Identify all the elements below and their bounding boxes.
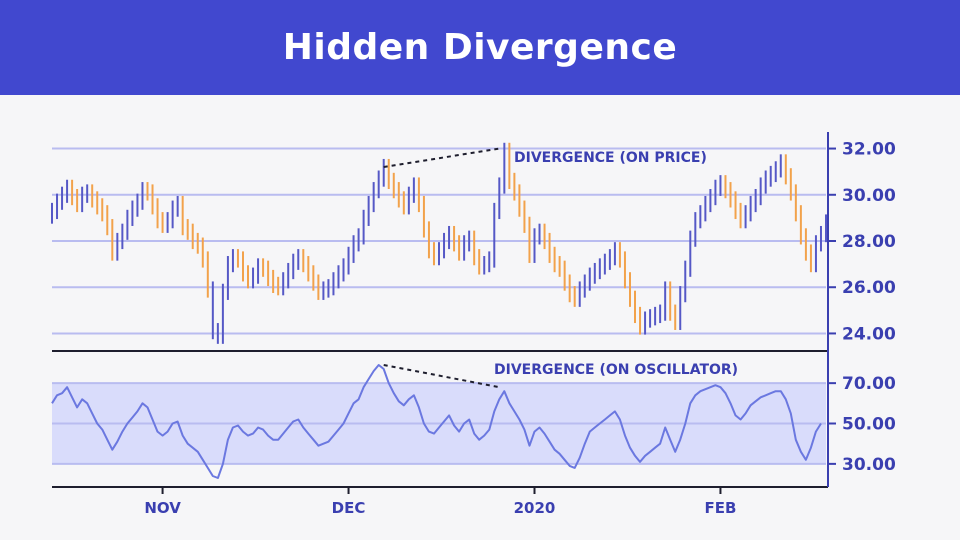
axes bbox=[52, 132, 836, 494]
price-ytick-label: 32.00 bbox=[842, 140, 896, 160]
oscillator-line bbox=[51, 364, 822, 479]
page-title: Hidden Divergence bbox=[282, 27, 678, 68]
price-gridlines bbox=[52, 147, 826, 335]
oscillator-ytick-label: 30.00 bbox=[842, 455, 896, 475]
tick-labels: 32.00 30.00 28.00 26.00 24.00 70.00 50.00 30.00… bbox=[144, 140, 896, 517]
divergence-lines bbox=[383, 147, 500, 389]
oscillator-divergence-line bbox=[383, 363, 500, 389]
x-axis-label: FEB bbox=[704, 499, 736, 517]
x-axis-label: NOV bbox=[144, 499, 181, 517]
oscillator-gridlines bbox=[52, 382, 826, 465]
price-ytick-label: 26.00 bbox=[842, 278, 896, 298]
header-banner: Hidden Divergence bbox=[0, 0, 960, 95]
price-ytick-label: 24.00 bbox=[842, 324, 896, 344]
price-ytick-label: 30.00 bbox=[842, 186, 896, 206]
oscillator-ytick-label: 50.00 bbox=[842, 415, 896, 435]
x-axis-label: DEC bbox=[332, 499, 366, 517]
price-bars bbox=[51, 142, 827, 344]
oscillator-divergence-annotation: DIVERGENCE (ON OSCILLATOR) bbox=[494, 362, 738, 378]
oscillator-ytick-label: 70.00 bbox=[842, 374, 896, 394]
price-divergence-line bbox=[383, 147, 500, 169]
price-ytick-label: 28.00 bbox=[842, 232, 896, 252]
price-divergence-annotation: DIVERGENCE (ON PRICE) bbox=[514, 150, 707, 166]
oscillator-series bbox=[51, 364, 822, 479]
x-axis-label: 2020 bbox=[514, 499, 556, 517]
